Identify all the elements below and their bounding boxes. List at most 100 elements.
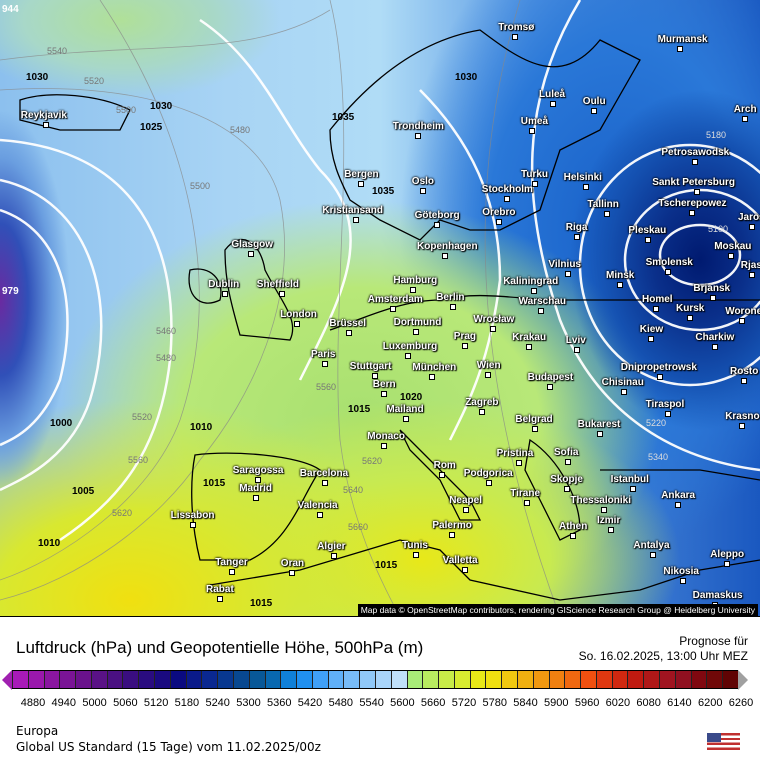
city-label: Stockholm bbox=[481, 184, 533, 195]
color-swatch bbox=[564, 671, 581, 688]
city-marker bbox=[331, 553, 337, 559]
city-marker bbox=[689, 210, 695, 216]
color-swatch bbox=[296, 671, 312, 688]
city-marker bbox=[680, 578, 686, 584]
city-label: Kaliningrad bbox=[503, 276, 559, 287]
color-swatch bbox=[154, 671, 170, 688]
city-marker bbox=[574, 234, 580, 240]
city-label: Wien bbox=[476, 360, 501, 371]
city-label: Rjas bbox=[740, 260, 760, 271]
city-label: Belgrad bbox=[515, 414, 553, 425]
city-marker bbox=[381, 391, 387, 397]
city-marker bbox=[381, 443, 387, 449]
scale-tick-label: 6140 bbox=[667, 697, 692, 709]
city-label: Rom bbox=[433, 460, 456, 471]
scale-tick-label: 5000 bbox=[82, 697, 107, 709]
city-marker bbox=[410, 287, 416, 293]
color-scale-ticks: 4880 4940 5000 5060 5120 5180 5240 5300 5360 5420… bbox=[0, 697, 760, 711]
city-marker bbox=[439, 472, 445, 478]
city-marker bbox=[531, 288, 537, 294]
city-marker bbox=[749, 224, 755, 230]
city-label: Murmansk bbox=[657, 34, 708, 45]
color-scale-bar bbox=[12, 670, 738, 689]
geopotential-label: 5180 bbox=[706, 130, 727, 140]
region-label: Europa bbox=[16, 724, 59, 738]
city-label: Dnipropetrowsk bbox=[620, 362, 697, 373]
city-label: Thessaloniki bbox=[570, 495, 631, 506]
city-label: Budapest bbox=[527, 372, 574, 383]
isobar-label: 1000 bbox=[50, 418, 73, 429]
city-marker bbox=[346, 330, 352, 336]
city-marker bbox=[710, 295, 716, 301]
city-label: Nikosia bbox=[663, 566, 699, 577]
city-label: Lissabon bbox=[170, 510, 215, 521]
color-swatch bbox=[232, 671, 249, 688]
city-marker bbox=[415, 133, 421, 139]
city-marker bbox=[222, 291, 228, 297]
city-marker bbox=[532, 181, 538, 187]
color-swatch bbox=[27, 671, 44, 688]
city-label: Athen bbox=[559, 521, 588, 532]
city-label: Valencia bbox=[297, 500, 338, 511]
color-swatch bbox=[390, 671, 407, 688]
city-label: Arch bbox=[733, 104, 757, 115]
city-label: Kursk bbox=[676, 303, 705, 314]
city-marker bbox=[420, 188, 426, 194]
city-label: Tromsø bbox=[498, 22, 535, 33]
city-label: Moskau bbox=[714, 241, 752, 252]
city-marker bbox=[538, 308, 544, 314]
color-swatch bbox=[627, 671, 644, 688]
city-label: Rosto bbox=[730, 366, 759, 377]
color-swatch bbox=[138, 671, 155, 688]
city-label: Brüssel bbox=[329, 318, 367, 329]
color-swatch bbox=[706, 671, 723, 688]
city-marker bbox=[403, 416, 409, 422]
city-label: Glasgow bbox=[231, 239, 274, 250]
city-marker bbox=[486, 480, 492, 486]
city-marker bbox=[675, 502, 681, 508]
geopotential-label: 5100 bbox=[708, 224, 729, 234]
scale-tick-label: 6080 bbox=[636, 697, 661, 709]
weather-map[interactable]: Tromsø Murmansk Luleå Oulu Arch Reykjavik Tron… bbox=[0, 0, 760, 617]
city-label: Saragossa bbox=[232, 465, 284, 476]
city-marker bbox=[442, 253, 448, 259]
city-label: Istanbul bbox=[610, 474, 649, 485]
scale-tick-label: 5900 bbox=[544, 697, 569, 709]
city-marker bbox=[749, 272, 755, 278]
city-marker bbox=[217, 596, 223, 602]
color-swatch bbox=[327, 671, 344, 688]
city-marker bbox=[462, 567, 468, 573]
city-marker bbox=[565, 459, 571, 465]
isobar-label: 1025 bbox=[140, 122, 163, 133]
scale-tick-label: 5420 bbox=[297, 697, 323, 709]
city-label: Tscherepowez bbox=[658, 198, 727, 209]
color-swatch bbox=[217, 671, 233, 688]
city-marker bbox=[591, 108, 597, 114]
city-marker bbox=[449, 532, 455, 538]
color-swatch bbox=[674, 671, 691, 688]
color-swatch bbox=[311, 671, 328, 688]
city-marker bbox=[621, 389, 627, 395]
city-label: Damaskus bbox=[692, 590, 743, 601]
scale-tick-label: 5660 bbox=[420, 697, 446, 709]
city-label: Izmir bbox=[597, 515, 621, 526]
city-marker bbox=[565, 271, 571, 277]
city-label: Amsterdam bbox=[367, 294, 423, 305]
isobar-label: 1015 bbox=[348, 404, 371, 415]
city-marker bbox=[574, 347, 580, 353]
city-label: Madrid bbox=[239, 483, 272, 494]
city-marker bbox=[665, 269, 671, 275]
city-label: Umeå bbox=[520, 116, 549, 127]
city-label: Jaros bbox=[738, 212, 760, 223]
isobar-label: 1010 bbox=[190, 422, 213, 433]
city-marker bbox=[547, 384, 553, 390]
color-swatch bbox=[185, 671, 202, 688]
colorbar-max-arrow bbox=[738, 670, 748, 690]
scale-tick-label: 6200 bbox=[697, 697, 723, 709]
city-label: Charkiw bbox=[695, 332, 735, 343]
isobar-label: 1035 bbox=[372, 186, 395, 197]
city-marker bbox=[657, 374, 663, 380]
city-label: Sheffield bbox=[256, 279, 300, 290]
city-marker bbox=[358, 181, 364, 187]
color-swatch bbox=[643, 671, 660, 688]
